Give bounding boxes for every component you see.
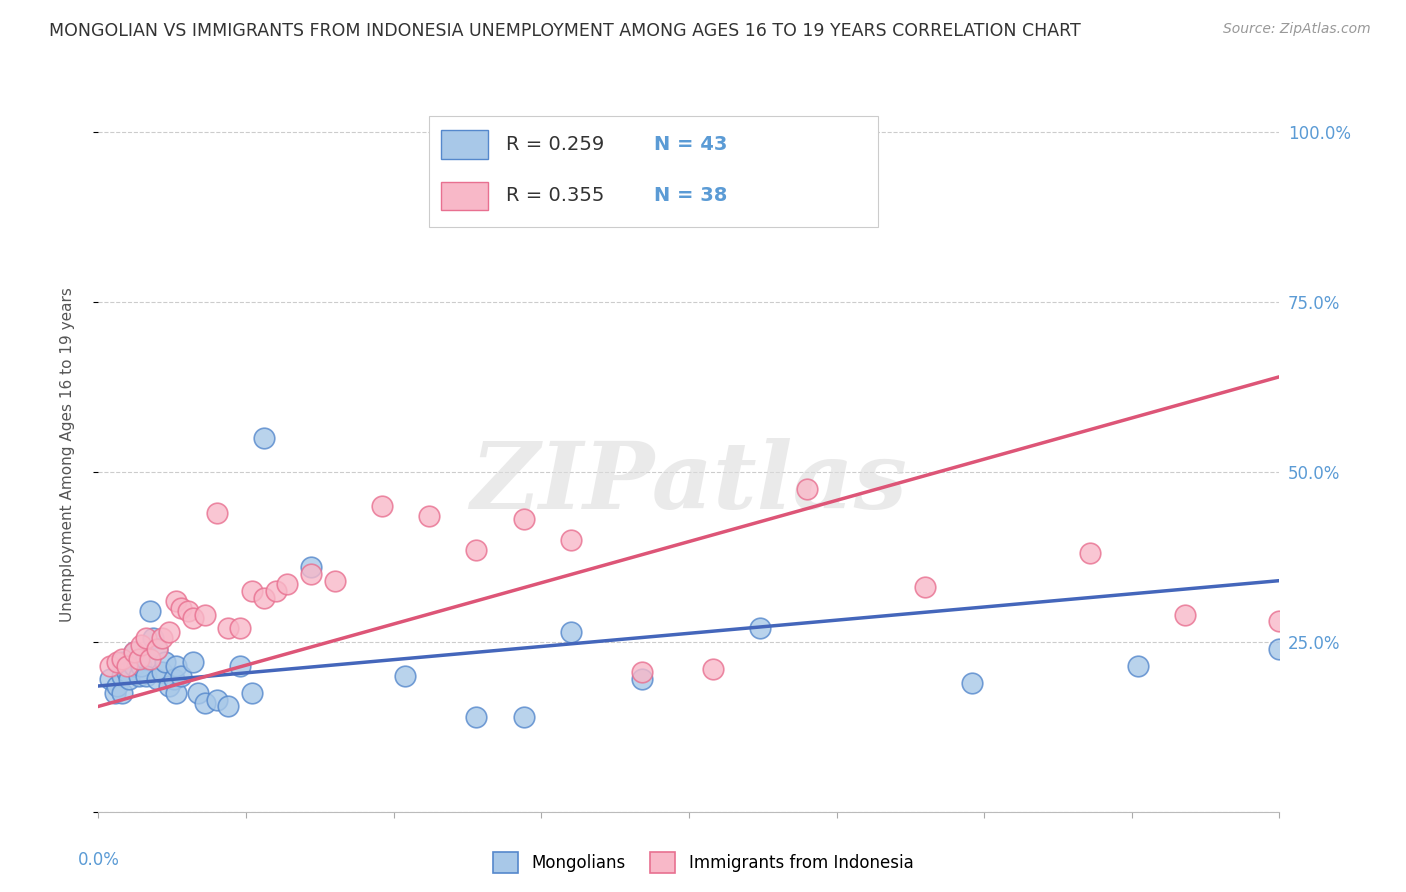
Point xyxy=(163,672,186,686)
Point xyxy=(253,591,276,605)
Point xyxy=(217,621,239,635)
Point xyxy=(122,645,145,659)
Point xyxy=(229,621,252,635)
Point xyxy=(299,560,322,574)
Point xyxy=(512,512,534,526)
Point xyxy=(122,645,145,659)
Point xyxy=(194,696,217,710)
Point xyxy=(630,665,652,680)
Point xyxy=(165,686,187,700)
Point xyxy=(187,686,209,700)
Point xyxy=(111,669,134,683)
FancyBboxPatch shape xyxy=(441,182,488,211)
Point xyxy=(115,665,138,680)
Text: R = 0.355: R = 0.355 xyxy=(506,186,605,205)
Point xyxy=(748,621,770,635)
Text: N = 43: N = 43 xyxy=(654,135,727,154)
Point xyxy=(135,652,157,666)
Point xyxy=(135,632,157,646)
Point xyxy=(142,632,165,646)
Point xyxy=(181,611,204,625)
Point xyxy=(240,583,263,598)
Point xyxy=(111,686,134,700)
Point xyxy=(394,669,416,683)
Point xyxy=(128,652,150,666)
Point xyxy=(1126,658,1149,673)
Point xyxy=(153,655,176,669)
Point xyxy=(323,574,346,588)
Point xyxy=(139,604,162,618)
Text: N = 38: N = 38 xyxy=(654,186,727,205)
Point xyxy=(157,679,180,693)
Point xyxy=(796,482,818,496)
Point xyxy=(150,665,173,680)
Point xyxy=(146,641,169,656)
Text: 0.0%: 0.0% xyxy=(77,851,120,869)
Point xyxy=(115,658,138,673)
Point xyxy=(157,624,180,639)
Point xyxy=(702,662,724,676)
Point xyxy=(229,658,252,673)
Point xyxy=(146,641,169,656)
Point xyxy=(165,594,187,608)
Point xyxy=(105,655,128,669)
Point xyxy=(1174,607,1197,622)
Point xyxy=(111,655,134,669)
Point xyxy=(98,658,121,673)
Point xyxy=(205,506,228,520)
Y-axis label: Unemployment Among Ages 16 to 19 years: Unemployment Among Ages 16 to 19 years xyxy=(60,287,75,623)
Point xyxy=(139,652,162,666)
Point xyxy=(560,533,582,547)
Text: ZIPatlas: ZIPatlas xyxy=(471,439,907,528)
Point xyxy=(264,583,287,598)
Point xyxy=(128,669,150,683)
Point xyxy=(170,600,193,615)
Point xyxy=(630,672,652,686)
Point xyxy=(129,638,152,652)
FancyBboxPatch shape xyxy=(429,116,877,227)
Point xyxy=(165,658,187,673)
Point xyxy=(253,431,276,445)
Point xyxy=(276,577,298,591)
Point xyxy=(240,686,263,700)
Point xyxy=(177,604,200,618)
Point xyxy=(1268,641,1291,656)
Point xyxy=(98,672,121,686)
Point xyxy=(104,686,127,700)
Text: Source: ZipAtlas.com: Source: ZipAtlas.com xyxy=(1223,22,1371,37)
Point xyxy=(170,669,193,683)
Point xyxy=(465,543,488,558)
Point xyxy=(914,581,936,595)
FancyBboxPatch shape xyxy=(441,130,488,159)
Point xyxy=(217,699,239,714)
Point xyxy=(418,509,440,524)
Point xyxy=(181,655,204,669)
Point xyxy=(299,566,322,581)
Point xyxy=(146,672,169,686)
Point xyxy=(105,679,128,693)
Point xyxy=(1080,546,1102,560)
Point xyxy=(194,607,217,622)
Legend: Mongolians, Immigrants from Indonesia: Mongolians, Immigrants from Indonesia xyxy=(486,846,920,880)
Point xyxy=(135,669,157,683)
Point xyxy=(205,692,228,706)
Point xyxy=(962,675,984,690)
Point xyxy=(150,632,173,646)
Point xyxy=(111,652,134,666)
Point xyxy=(560,624,582,639)
Point xyxy=(371,499,394,513)
Point xyxy=(1268,615,1291,629)
Point xyxy=(129,658,152,673)
Point xyxy=(122,658,145,673)
Text: R = 0.259: R = 0.259 xyxy=(506,135,605,154)
Text: MONGOLIAN VS IMMIGRANTS FROM INDONESIA UNEMPLOYMENT AMONG AGES 16 TO 19 YEARS CO: MONGOLIAN VS IMMIGRANTS FROM INDONESIA U… xyxy=(49,22,1081,40)
Point xyxy=(512,709,534,723)
Point xyxy=(465,709,488,723)
Point xyxy=(118,672,141,686)
